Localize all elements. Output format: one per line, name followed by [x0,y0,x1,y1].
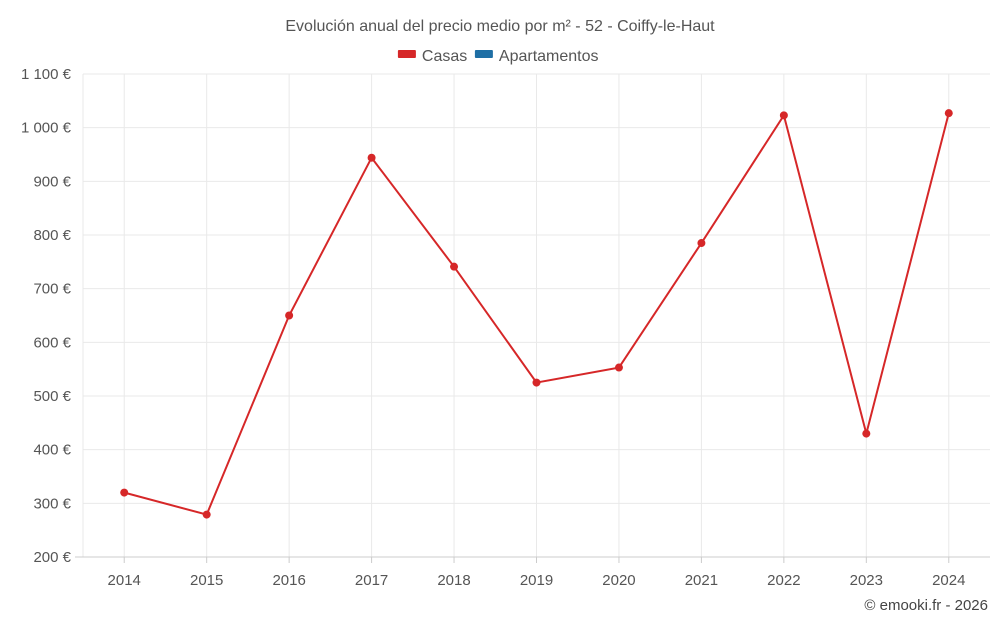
x-tick-label: 2022 [767,572,800,589]
x-tick-label: 2018 [437,572,470,589]
x-tick-label: 2023 [850,572,883,589]
data-point[interactable] [285,311,294,320]
data-point[interactable] [450,262,459,271]
y-tick-label: 1 000 € [21,120,72,137]
data-point[interactable] [779,111,788,120]
data-point[interactable] [532,378,541,387]
x-tick-label: 2016 [272,572,305,589]
axes: 200 € 300 € 400 € 500 € 600 € 700 € 800 € 900 €… [21,66,990,589]
y-tick-label: 400 € [33,442,71,459]
y-tick-label: 300 € [33,495,71,512]
x-tick-label: 2015 [190,572,223,589]
data-point[interactable] [944,109,953,118]
x-tick-label: 2019 [520,572,553,589]
legend-swatch [474,50,493,58]
series-layer [120,109,953,519]
y-tick-label: 600 € [33,334,71,351]
x-tick-label: 2017 [355,572,388,589]
legend[interactable]: Casas Apartamentos [397,48,599,65]
data-point[interactable] [697,239,706,248]
x-tick-label: 2020 [602,572,635,589]
y-tick-label: 500 € [33,388,71,405]
data-point[interactable] [202,510,211,519]
legend-label: Apartamentos [499,48,599,65]
y-tick-label: 200 € [33,549,71,566]
y-tick-label: 900 € [33,173,71,190]
x-tick-label: 2021 [685,572,718,589]
legend-item-apartamentos[interactable]: Apartamentos [474,48,599,65]
legend-swatch [397,50,416,58]
x-tick-label: 2014 [108,572,141,589]
y-tick-label: 800 € [33,227,71,244]
data-point[interactable] [614,363,623,372]
y-tick-label: 1 100 € [21,66,72,83]
credit-label: © emooki.fr - 2026 [864,597,988,614]
y-tick-label: 700 € [33,281,71,298]
legend-label: Casas [422,48,467,65]
data-point[interactable] [862,429,871,438]
x-tick-label: 2024 [932,572,965,589]
data-point[interactable] [367,153,376,162]
chart-title: Evolución anual del precio medio por m² … [285,18,715,35]
grid [82,73,990,557]
legend-item-casas[interactable]: Casas [397,48,467,65]
data-point[interactable] [120,488,129,497]
